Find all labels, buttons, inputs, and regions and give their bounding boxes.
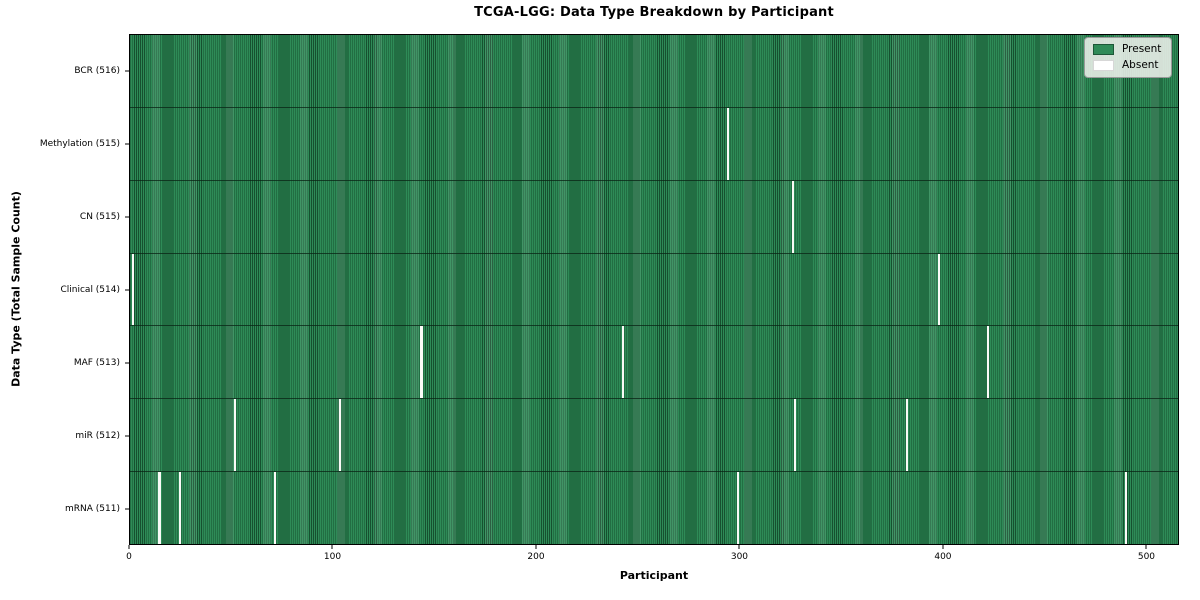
heatmap-row-mir bbox=[130, 398, 1178, 472]
heatmap-row-bcr bbox=[130, 35, 1178, 107]
legend-label: Present bbox=[1122, 43, 1162, 56]
y-tick-label: mRNA (511) bbox=[65, 503, 120, 514]
absent-gap bbox=[274, 472, 277, 545]
x-axis-label: Participant bbox=[619, 569, 689, 582]
x-tick-mark bbox=[738, 545, 740, 549]
y-tick-label: BCR (516) bbox=[74, 65, 120, 76]
absent-gap bbox=[158, 472, 161, 545]
y-tick-mark bbox=[125, 70, 129, 71]
x-tick-label: 0 bbox=[126, 552, 132, 562]
y-tick-mark bbox=[125, 508, 129, 509]
chart-title: TCGA-LGG: Data Type Breakdown by Partici… bbox=[474, 5, 834, 20]
present-swatch-icon bbox=[1093, 44, 1114, 55]
legend-item-absent: Absent bbox=[1093, 60, 1161, 71]
heatmap-row-methylation bbox=[130, 106, 1178, 180]
absent-swatch-icon bbox=[1093, 60, 1114, 71]
absent-gap bbox=[938, 253, 941, 326]
legend-label: Absent bbox=[1122, 59, 1159, 72]
x-tick-mark bbox=[128, 545, 130, 549]
x-tick-mark bbox=[331, 545, 333, 549]
y-tick-mark bbox=[125, 143, 129, 144]
x-tick-label: 500 bbox=[1137, 552, 1156, 562]
legend-item-present: Present bbox=[1093, 44, 1161, 55]
absent-gap bbox=[233, 399, 236, 472]
absent-gap bbox=[987, 326, 990, 399]
y-tick-label: Methylation (515) bbox=[39, 138, 120, 149]
absent-gap bbox=[178, 472, 181, 545]
absent-gap bbox=[132, 253, 135, 326]
heatmap-row-mrna bbox=[130, 471, 1178, 545]
absent-gap bbox=[905, 399, 908, 472]
x-tick-label: 100 bbox=[323, 552, 342, 562]
y-tick-label: Clinical (514) bbox=[60, 284, 120, 295]
heatmap-row-clinical bbox=[130, 252, 1178, 326]
y-tick-label: MAF (513) bbox=[73, 357, 120, 368]
plot-area bbox=[129, 34, 1179, 545]
x-axis: 0 100 200 300 400 500 bbox=[126, 545, 1179, 571]
y-tick-mark bbox=[125, 216, 129, 217]
x-tick-label: 300 bbox=[730, 552, 749, 562]
x-tick-label: 400 bbox=[934, 552, 952, 562]
absent-gap bbox=[794, 399, 797, 472]
y-tick-mark bbox=[125, 289, 129, 290]
absent-gap bbox=[420, 326, 423, 399]
absent-gap bbox=[621, 326, 624, 399]
y-axis: BCR (516) Methylation (515) CN (515) Clinic… bbox=[0, 34, 129, 545]
absent-gap bbox=[1125, 472, 1128, 545]
y-tick-mark bbox=[125, 435, 129, 436]
absent-gap bbox=[792, 180, 795, 253]
x-tick-mark bbox=[1145, 545, 1147, 549]
absent-gap bbox=[727, 107, 730, 180]
absent-gap bbox=[339, 399, 342, 472]
heatmap-row-cn bbox=[130, 179, 1178, 253]
heatmap-row-maf bbox=[130, 325, 1178, 399]
legend: Present Absent bbox=[1084, 37, 1173, 78]
y-tick-label: CN (515) bbox=[79, 211, 120, 222]
x-tick-mark bbox=[535, 545, 537, 549]
x-tick-mark bbox=[942, 545, 944, 549]
absent-gap bbox=[737, 472, 740, 545]
y-tick-label: miR (512) bbox=[75, 430, 120, 441]
x-tick-label: 200 bbox=[527, 552, 545, 562]
y-tick-mark bbox=[125, 362, 129, 363]
